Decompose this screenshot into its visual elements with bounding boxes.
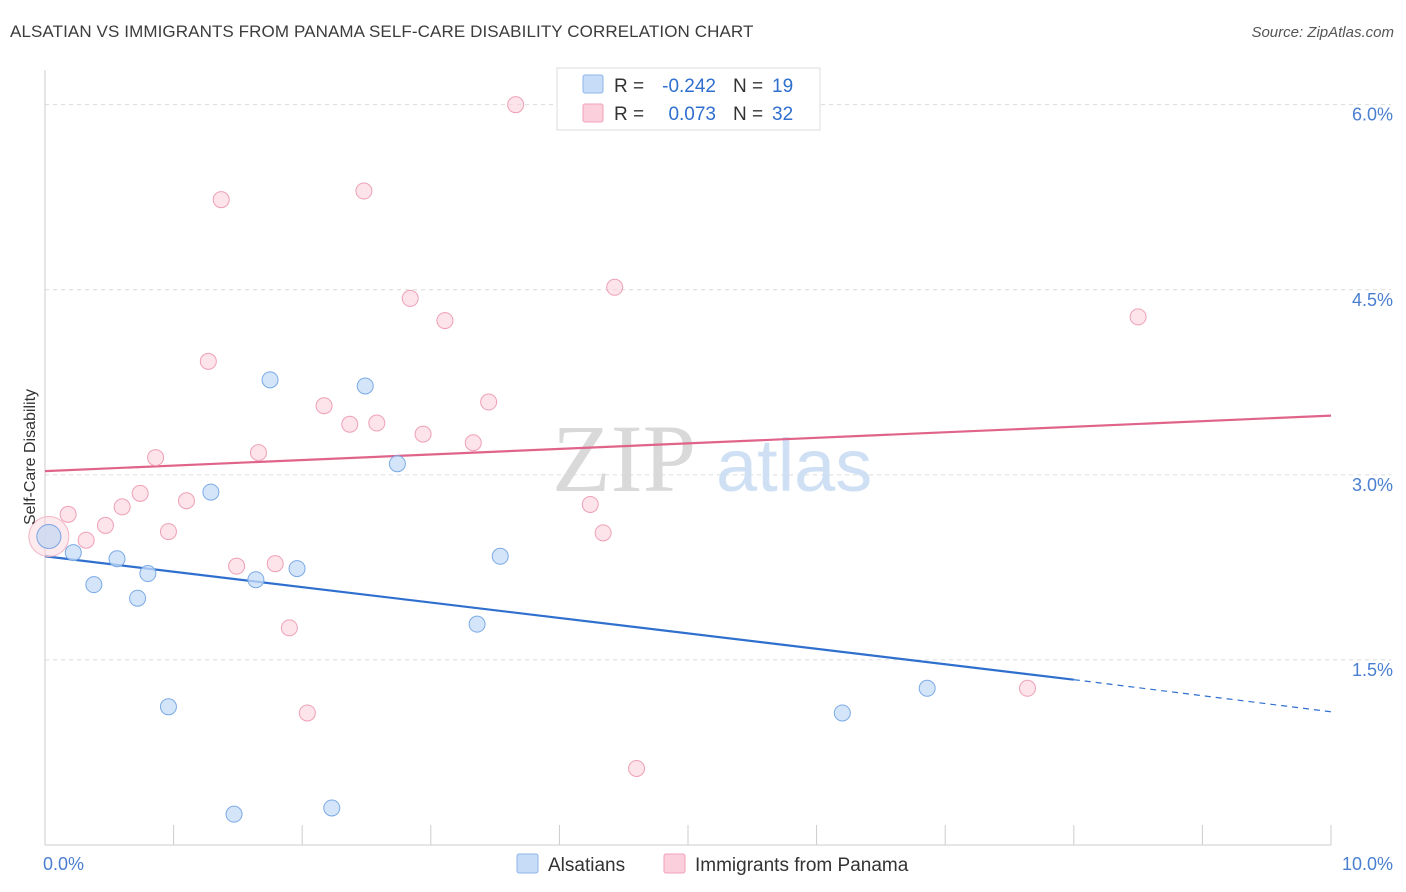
trend-lines [44, 414, 1332, 713]
data-point-panama [464, 434, 482, 452]
y-tick-labels: 1.5% 3.0% 4.5% 6.0% [1352, 105, 1393, 680]
trend-line-panama [44, 414, 1332, 473]
data-point-panama [1129, 308, 1147, 326]
grid-lines [45, 104, 1391, 661]
data-point-alsatians [225, 805, 243, 823]
y-tick-label: 6.0% [1352, 105, 1393, 125]
x-tick-label: 10.0% [1342, 854, 1393, 874]
data-point-alsatians [64, 544, 82, 562]
data-point-alsatians [918, 679, 936, 697]
data-point-panama [266, 555, 284, 573]
data-point-panama [480, 393, 498, 411]
data-point-panama [414, 425, 432, 443]
bottom-legend-swatch-alsatians [516, 853, 539, 874]
chart-title: ALSATIAN VS IMMIGRANTS FROM PANAMA SELF-… [10, 22, 754, 41]
x-tick-label: 0.0% [43, 854, 84, 874]
data-point-alsatians [139, 565, 157, 583]
data-point-alsatians [388, 455, 406, 473]
legend-r-value: -0.242 [662, 76, 716, 97]
legend-n-label: N = [733, 76, 763, 97]
x-tick-labels: 0.0% 10.0% [43, 854, 1393, 874]
legend-n-value: 19 [772, 76, 793, 97]
data-point-alsatians [356, 377, 374, 395]
bottom-legend-alsatians: Alsatians [548, 855, 625, 876]
data-point-panama [581, 495, 599, 513]
watermark-zip: ZIP [552, 405, 696, 512]
bottom-legend-swatch-panama [663, 853, 686, 874]
data-point-panama [212, 191, 230, 209]
data-point-panama [280, 619, 298, 637]
data-point-alsatians [129, 589, 147, 607]
data-point-alsatians [261, 371, 279, 389]
data-point-panama [401, 289, 419, 307]
data-point-alsatians [491, 547, 509, 565]
data-point-alsatians [833, 704, 851, 722]
legend-n-value: 32 [772, 104, 793, 125]
source-label: Source: ZipAtlas.com [1251, 24, 1394, 41]
data-point-alsatians [288, 560, 306, 578]
data-point-panama [249, 444, 267, 462]
data-point-alsatians [202, 483, 220, 501]
trend-line-alsatians-extension [1073, 679, 1332, 713]
data-point-panama [199, 352, 217, 370]
data-point-alsatians [36, 524, 62, 550]
legend-swatch-alsatians [582, 74, 604, 94]
data-point-alsatians [159, 698, 177, 716]
data-points [28, 96, 1147, 823]
data-point-panama [77, 531, 95, 549]
data-point-panama [228, 557, 246, 575]
y-tick-label: 3.0% [1352, 475, 1393, 495]
data-point-panama [131, 484, 149, 502]
data-point-panama [355, 182, 373, 200]
data-point-alsatians [323, 799, 341, 817]
data-point-panama [341, 415, 359, 433]
y-axis-label: Self-Care Disability [22, 389, 39, 525]
data-point-alsatians [85, 576, 103, 594]
legend-r-label: R = [614, 76, 644, 97]
data-point-panama [113, 498, 131, 516]
data-point-panama [147, 449, 165, 467]
data-point-panama [507, 96, 525, 114]
data-point-panama [628, 760, 646, 777]
data-point-alsatians [468, 615, 486, 633]
data-point-alsatians [247, 571, 265, 589]
axes [44, 70, 1332, 846]
data-point-panama [177, 492, 195, 510]
data-point-panama [59, 505, 77, 523]
bottom-legend-panama: Immigrants from Panama [695, 855, 909, 876]
legend-r-value: 0.073 [668, 104, 716, 125]
data-point-panama [606, 278, 624, 296]
data-point-panama [368, 414, 386, 432]
data-point-panama [315, 397, 333, 415]
legend-r-label: R = [614, 104, 644, 125]
data-point-alsatians [108, 550, 126, 568]
y-tick-label: 4.5% [1352, 290, 1393, 310]
y-tick-label: 1.5% [1352, 660, 1393, 680]
data-point-panama [298, 704, 316, 722]
data-point-panama [436, 312, 454, 330]
legend-swatch-panama [582, 103, 604, 123]
stats-legend: R = -0.242 N = 19 R = 0.073 N = 32 [556, 67, 821, 131]
data-point-panama [1019, 679, 1037, 697]
series-legend: Alsatians Immigrants from Panama [516, 853, 909, 876]
watermark: ZIP atlas [552, 405, 872, 512]
data-point-panama [96, 516, 114, 534]
legend-n-label: N = [733, 104, 763, 125]
data-point-panama [594, 524, 612, 542]
data-point-panama [159, 523, 177, 541]
trend-line-alsatians [44, 555, 1074, 681]
